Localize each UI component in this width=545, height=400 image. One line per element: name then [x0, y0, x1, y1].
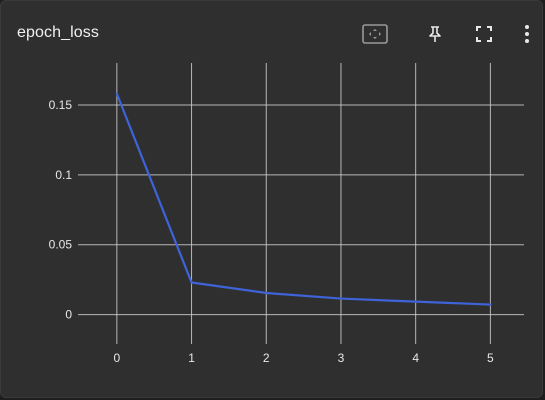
- fullscreen-button[interactable]: [469, 19, 499, 49]
- x-tick-label: 0: [114, 351, 121, 365]
- series-layer: [115, 92, 492, 306]
- x-tick-label: 3: [338, 351, 345, 365]
- y-tick-label: 0.15: [49, 98, 73, 112]
- series-line: [115, 93, 491, 306]
- data-point: [414, 300, 417, 303]
- x-tick-label: 4: [412, 351, 419, 365]
- fit-to-data-icon: [361, 22, 389, 46]
- data-point: [190, 281, 193, 284]
- fullscreen-icon: [474, 24, 494, 44]
- fit-to-data-button[interactable]: [360, 19, 390, 49]
- x-tick-label: 1: [188, 351, 195, 365]
- data-point: [339, 297, 343, 300]
- pin-icon: [425, 24, 445, 44]
- tick-label-layer: 0 1 2 3 4 5 0 0.05 0.1 0.15: [49, 98, 494, 365]
- x-tick-label: 2: [263, 351, 270, 365]
- card-toolbar: [342, 19, 542, 49]
- more-vert-icon: [523, 23, 531, 45]
- y-tick-label: 0.1: [55, 168, 72, 182]
- more-options-button[interactable]: [512, 19, 542, 49]
- pin-button[interactable]: [420, 19, 450, 49]
- grid-layer: [78, 63, 524, 344]
- data-point: [489, 303, 492, 306]
- y-tick-label: 0.05: [49, 238, 73, 252]
- card-title: epoch_loss: [17, 24, 99, 41]
- y-tick-label: 0: [65, 308, 72, 322]
- data-point: [265, 291, 268, 295]
- x-tick-label: 5: [487, 351, 494, 365]
- data-point: [115, 92, 119, 95]
